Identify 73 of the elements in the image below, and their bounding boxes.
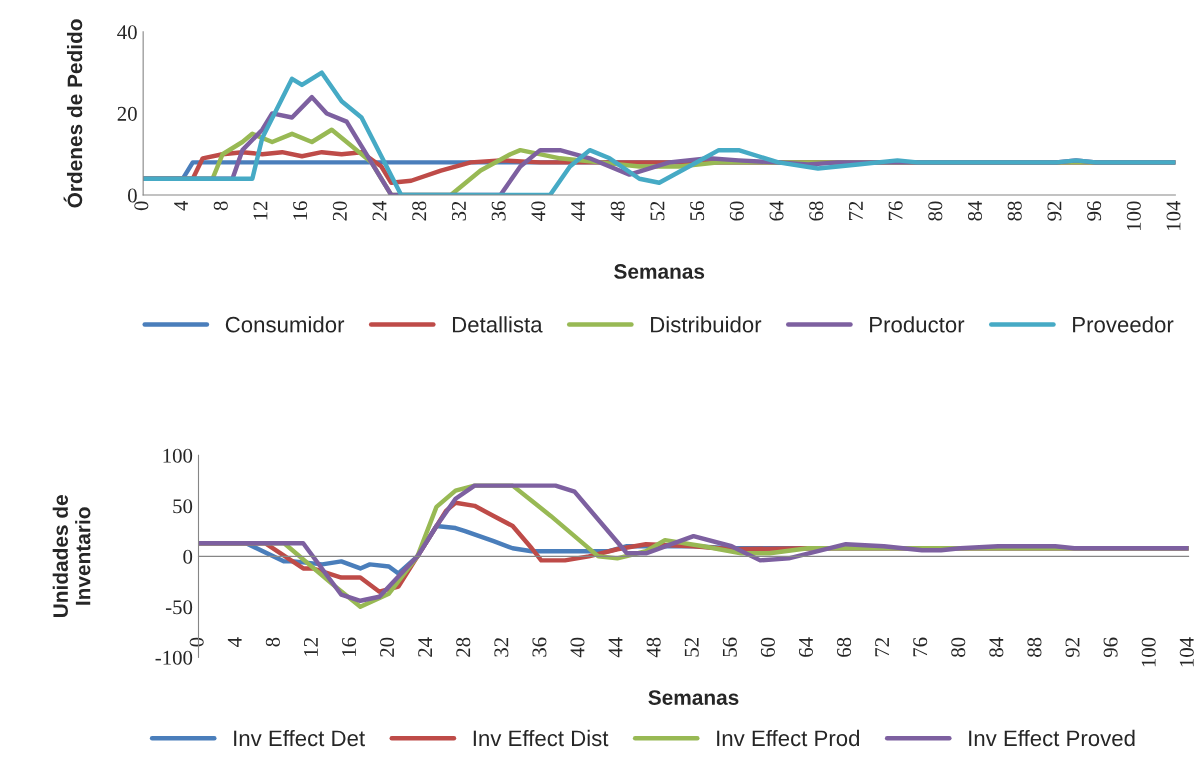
y-tick-label: 20 [117,106,137,121]
x-tick-label: 32 [494,638,509,657]
y-tick-label: 50 [173,499,193,514]
x-tick-label: 20 [380,637,395,657]
x-tick-label: 88 [1007,201,1022,221]
legend-label: Distribuidor [651,316,762,333]
x-tick-label: 44 [608,637,623,658]
x-tick-label: 64 [769,200,784,221]
y-axis-title: Unidades de Inventario [52,495,91,618]
x-tick-label: 8 [265,637,280,647]
x-tick-label: 72 [848,201,863,221]
x-tick-label: 96 [1087,201,1102,221]
legend-label: Inv Effect Det [234,729,365,747]
x-tick-label: 84 [967,200,983,221]
x-tick-label: 12 [253,201,268,220]
x-tick-label: 76 [888,201,903,221]
x-tick-label: 88 [1027,637,1042,657]
y-tick-label: 100 [163,448,193,463]
x-tick-label: 56 [722,637,737,657]
x-tick-label: 44 [571,200,585,222]
x-tick-label: 76 [913,637,928,657]
x-tick-label: 84 [989,637,1004,657]
x-tick-label: 20 [332,201,347,221]
x-tick-label: 16 [293,201,308,220]
x-tick-label: 96 [1103,637,1118,658]
x-tick-label: 72 [875,638,889,657]
x-tick-label: 104 [1166,200,1181,230]
legend-label: Proveedor [1073,316,1174,333]
x-tick-label: 8 [213,201,228,211]
legend-label: Inv Effect Dist [473,729,609,747]
y-tick-label: -100 [155,650,193,665]
x-tick-label: 80 [928,201,943,221]
x-tick-label: 80 [951,637,966,657]
y-tick-label: -50 [165,600,193,615]
x-tick-label: 40 [531,201,546,222]
x-tick-label: 92 [1047,201,1062,221]
legend-label: Detallista [452,316,543,333]
x-tick-label: 100 [1141,637,1156,667]
x-tick-label: 24 [418,637,432,657]
x-tick-label: 60 [760,637,775,657]
y-axis-title: Órdenes de Pedido [63,19,83,208]
x-tick-label: 36 [491,201,506,221]
x-axis-title: Semanas [648,690,739,705]
x-axis-title: Semanas [614,264,705,279]
x-tick-label: 68 [809,201,824,221]
x-tick-label: 4 [227,637,242,647]
y-tick-label: 40 [117,25,137,40]
y-tick-label: 0 [183,549,193,564]
x-tick-label: 16 [342,637,357,656]
x-tick-label: 60 [729,201,744,221]
x-tick-label: 12 [303,638,318,656]
x-tick-label: 48 [610,201,625,222]
legend-label: Inv Effect Proved [969,729,1135,747]
x-tick-label: 48 [646,637,661,658]
x-tick-label: 56 [690,201,705,221]
x-tick-label: 0 [134,201,149,211]
x-tick-label: 28 [456,637,471,657]
x-tick-label: 92 [1065,638,1080,658]
x-tick-label: 52 [684,638,699,657]
x-tick-label: 68 [837,637,852,657]
x-tick-label: 32 [451,201,466,221]
x-tick-label: 36 [532,637,547,657]
x-tick-label: 24 [372,200,387,221]
legend-label: Inv Effect Prod [717,729,860,747]
x-tick-label: 104 [1179,637,1194,667]
x-tick-label: 64 [798,637,813,657]
legend-label: Productor [870,316,965,333]
legend-label: Consumidor [225,316,345,333]
x-tick-label: 40 [570,637,585,658]
x-tick-label: 52 [650,201,665,221]
x-tick-label: 4 [174,200,188,211]
x-tick-label: 28 [412,201,427,221]
x-tick-label: 100 [1126,201,1141,230]
